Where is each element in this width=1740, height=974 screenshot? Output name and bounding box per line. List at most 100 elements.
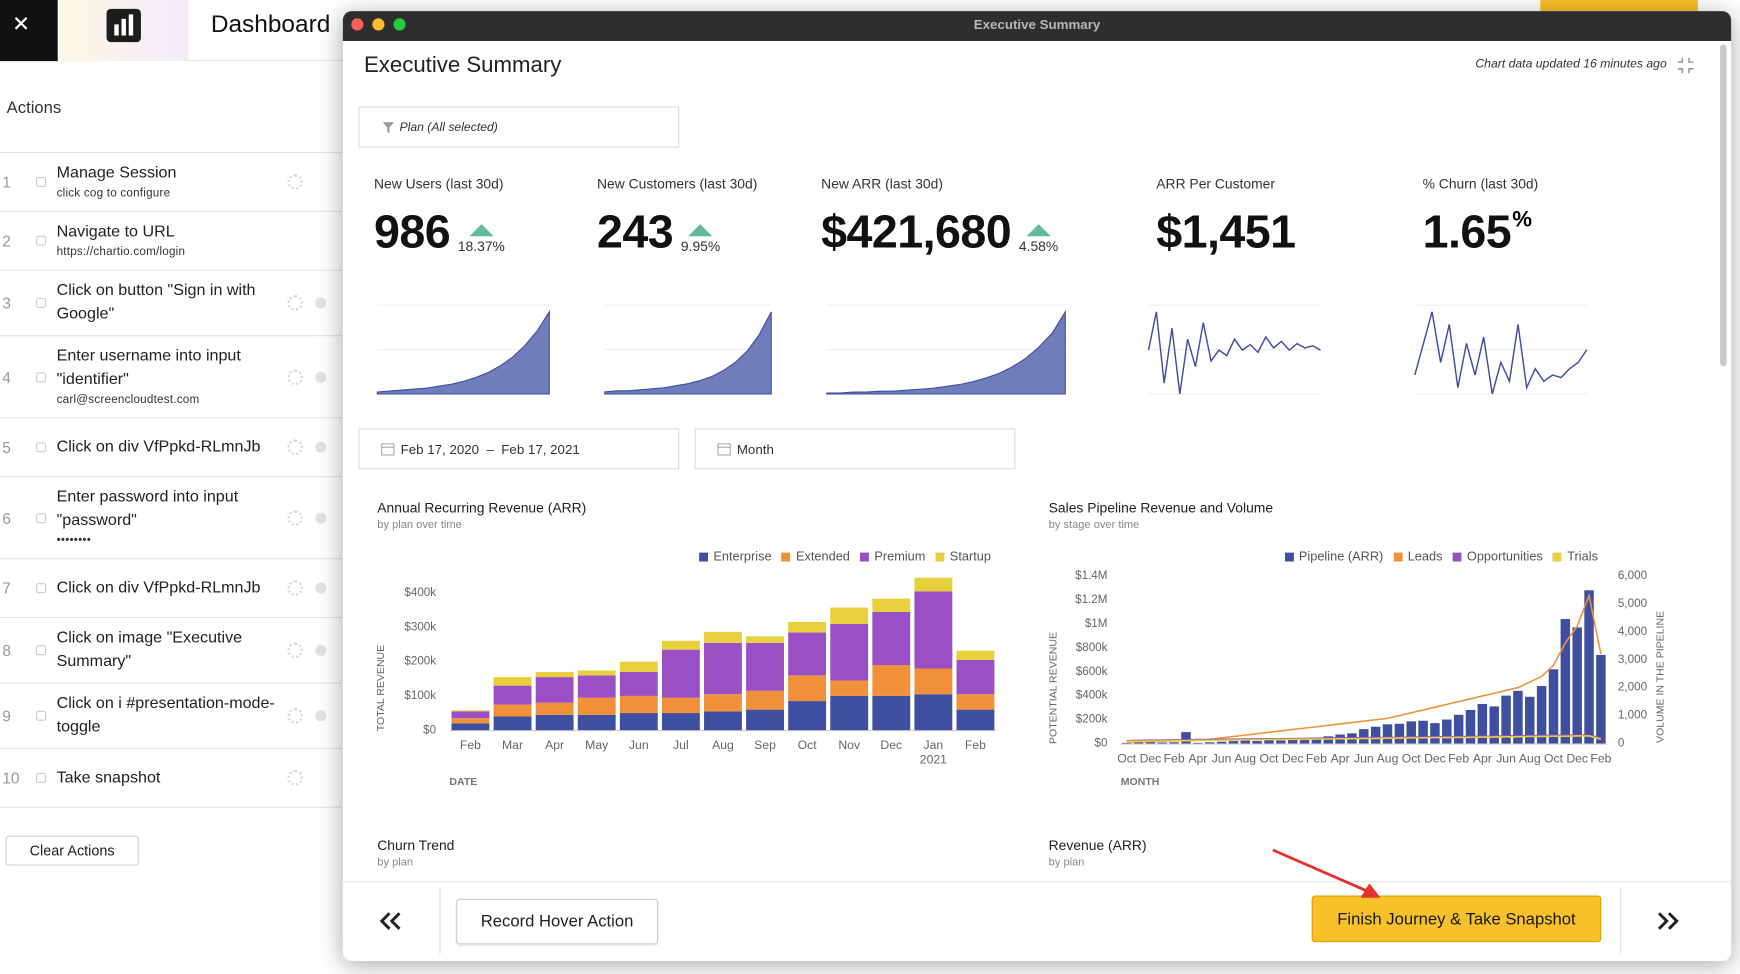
legend: Pipeline (ARR) Leads Opportunities Trials — [1274, 550, 1598, 564]
action-detail: carl@screencloudtest.com — [56, 392, 200, 407]
action-title: Navigate to URL — [56, 223, 175, 241]
title-bar — [342, 11, 1732, 42]
x-tick-label: Dec — [1566, 752, 1589, 766]
cog-button[interactable] — [287, 368, 303, 385]
legend-swatch — [935, 552, 945, 562]
kpi-row: $1,451 — [1156, 207, 1296, 257]
remove-button[interactable] — [315, 512, 327, 524]
action-icon — [36, 772, 47, 783]
action-icon — [36, 442, 47, 453]
record-hover-button[interactable]: Record Hover Action — [456, 898, 659, 945]
x-tick-label: Mar — [502, 739, 524, 753]
kpi-label: ARR Per Customer — [1156, 176, 1276, 192]
close-button[interactable] — [0, 0, 58, 62]
x-tick-label: Feb — [459, 739, 481, 753]
legend-swatch — [1552, 552, 1562, 562]
kpi-value: 1.65 — [1422, 205, 1512, 258]
action-number: 3 — [2, 294, 11, 312]
collapse-icon[interactable] — [1676, 55, 1696, 75]
window-title: Executive Summary — [973, 16, 1101, 33]
kpi-label: New ARR (last 30d) — [821, 176, 943, 192]
icon-shape — [36, 645, 47, 656]
interval-filter[interactable]: Month — [694, 428, 1016, 470]
previous-button[interactable] — [377, 910, 406, 932]
separator — [439, 887, 441, 955]
x-tick-label: Nov — [838, 739, 861, 753]
cog-button[interactable] — [287, 580, 303, 596]
action-row: 1 Manage Session click cog to configure — [0, 153, 342, 212]
remove-button[interactable] — [315, 710, 327, 722]
next-button[interactable] — [1655, 910, 1684, 932]
action-text: Click on div VfPpkd-RLmnJb — [57, 436, 284, 459]
up-arrow — [469, 224, 494, 237]
icon-shape — [36, 710, 47, 721]
x-tick-label: Feb — [1590, 752, 1612, 766]
section-subtitle: by plan — [1048, 856, 1085, 869]
legend-label: Leads — [1407, 550, 1443, 564]
cog-button[interactable] — [287, 174, 303, 190]
action-number: 10 — [2, 769, 20, 787]
date-filter[interactable]: Feb 17, 2020 – Feb 17, 2021 — [358, 428, 680, 470]
icon-shape — [36, 235, 47, 246]
remove-button[interactable] — [315, 297, 327, 309]
action-text: Take snapshot — [57, 766, 284, 789]
kpi-label: % Churn (last 30d) — [1422, 176, 1539, 192]
action-row: 7 Click on div VfPpkd-RLmnJb — [0, 559, 342, 619]
icon-shape — [36, 442, 47, 453]
actions-list: 1 Manage Session click cog to configure 2 Na… — [0, 152, 342, 808]
kpi-row: $421,680 4.58% — [821, 207, 1058, 257]
remove-button[interactable] — [315, 371, 327, 383]
cog-button[interactable] — [287, 295, 303, 311]
chart-title: Annual Recurring Revenue (ARR) — [377, 500, 587, 517]
action-icon — [36, 235, 47, 246]
legend-label: Trials — [1567, 550, 1598, 564]
x-tick-label: Feb — [1305, 752, 1327, 766]
cog-button[interactable] — [287, 770, 303, 786]
action-text: Click on i #presentation-mode-toggle — [57, 692, 284, 739]
triangle — [688, 224, 713, 237]
action-title: Enter username into input "identifier" — [56, 347, 241, 389]
action-text: Enter username into input "identifier" ca… — [57, 345, 284, 408]
action-icon — [36, 645, 47, 656]
kpi-change-value: 18.37% — [457, 238, 505, 255]
app-icon — [58, 0, 189, 62]
cog-button[interactable] — [287, 642, 303, 659]
plan-filter[interactable]: Plan (All selected) — [358, 106, 680, 148]
plan-filter-label: Plan (All selected) — [399, 120, 498, 134]
action-text: Enter password into input "password" ••••… — [57, 486, 284, 549]
x-tick-label: Aug — [1518, 752, 1541, 766]
date-range-label: Feb 17, 2020 – Feb 17, 2021 — [400, 441, 580, 457]
action-title: Enter password into input "password" — [56, 488, 239, 530]
action-title: Take snapshot — [56, 768, 161, 787]
legend-label: Opportunities — [1466, 550, 1543, 564]
cog-button[interactable] — [287, 439, 303, 455]
x-tick-label: Apr — [545, 739, 565, 753]
x-tick-label: May — [585, 739, 609, 753]
action-icon — [36, 176, 47, 187]
triangle — [469, 224, 494, 237]
remove-button[interactable] — [315, 582, 327, 594]
action-title: Click on div VfPpkd-RLmnJb — [56, 437, 261, 456]
action-row: 4 Enter username into input "identifier" c… — [0, 336, 342, 419]
clear-actions-button[interactable]: Clear Actions — [5, 835, 139, 866]
up-arrow — [688, 224, 713, 237]
legend-swatch — [698, 552, 708, 562]
x-tick-label: Aug — [1234, 752, 1257, 766]
kpi-value: 243 — [597, 205, 674, 258]
remove-button[interactable] — [315, 441, 327, 453]
action-row: 6 Enter password into input "password" •••… — [0, 477, 342, 560]
x-tick-label: Jun — [1496, 752, 1516, 766]
legend-swatch — [1284, 552, 1294, 562]
kpi-change: 4.58% — [1019, 223, 1058, 254]
finish-button[interactable]: Finish Journey & Take Snapshot — [1311, 895, 1602, 943]
cog-button[interactable] — [287, 707, 303, 724]
kpi-unit: % — [1512, 207, 1532, 232]
action-title: Click on button "Sign in with Google" — [56, 281, 256, 323]
x-tick-label: Aug — [712, 739, 734, 753]
cog-button[interactable] — [287, 509, 303, 526]
action-text: Click on div VfPpkd-RLmnJb — [57, 576, 284, 599]
action-text: Manage Session click cog to configure — [57, 162, 284, 202]
remove-button[interactable] — [315, 644, 327, 656]
action-number: 1 — [2, 173, 11, 191]
